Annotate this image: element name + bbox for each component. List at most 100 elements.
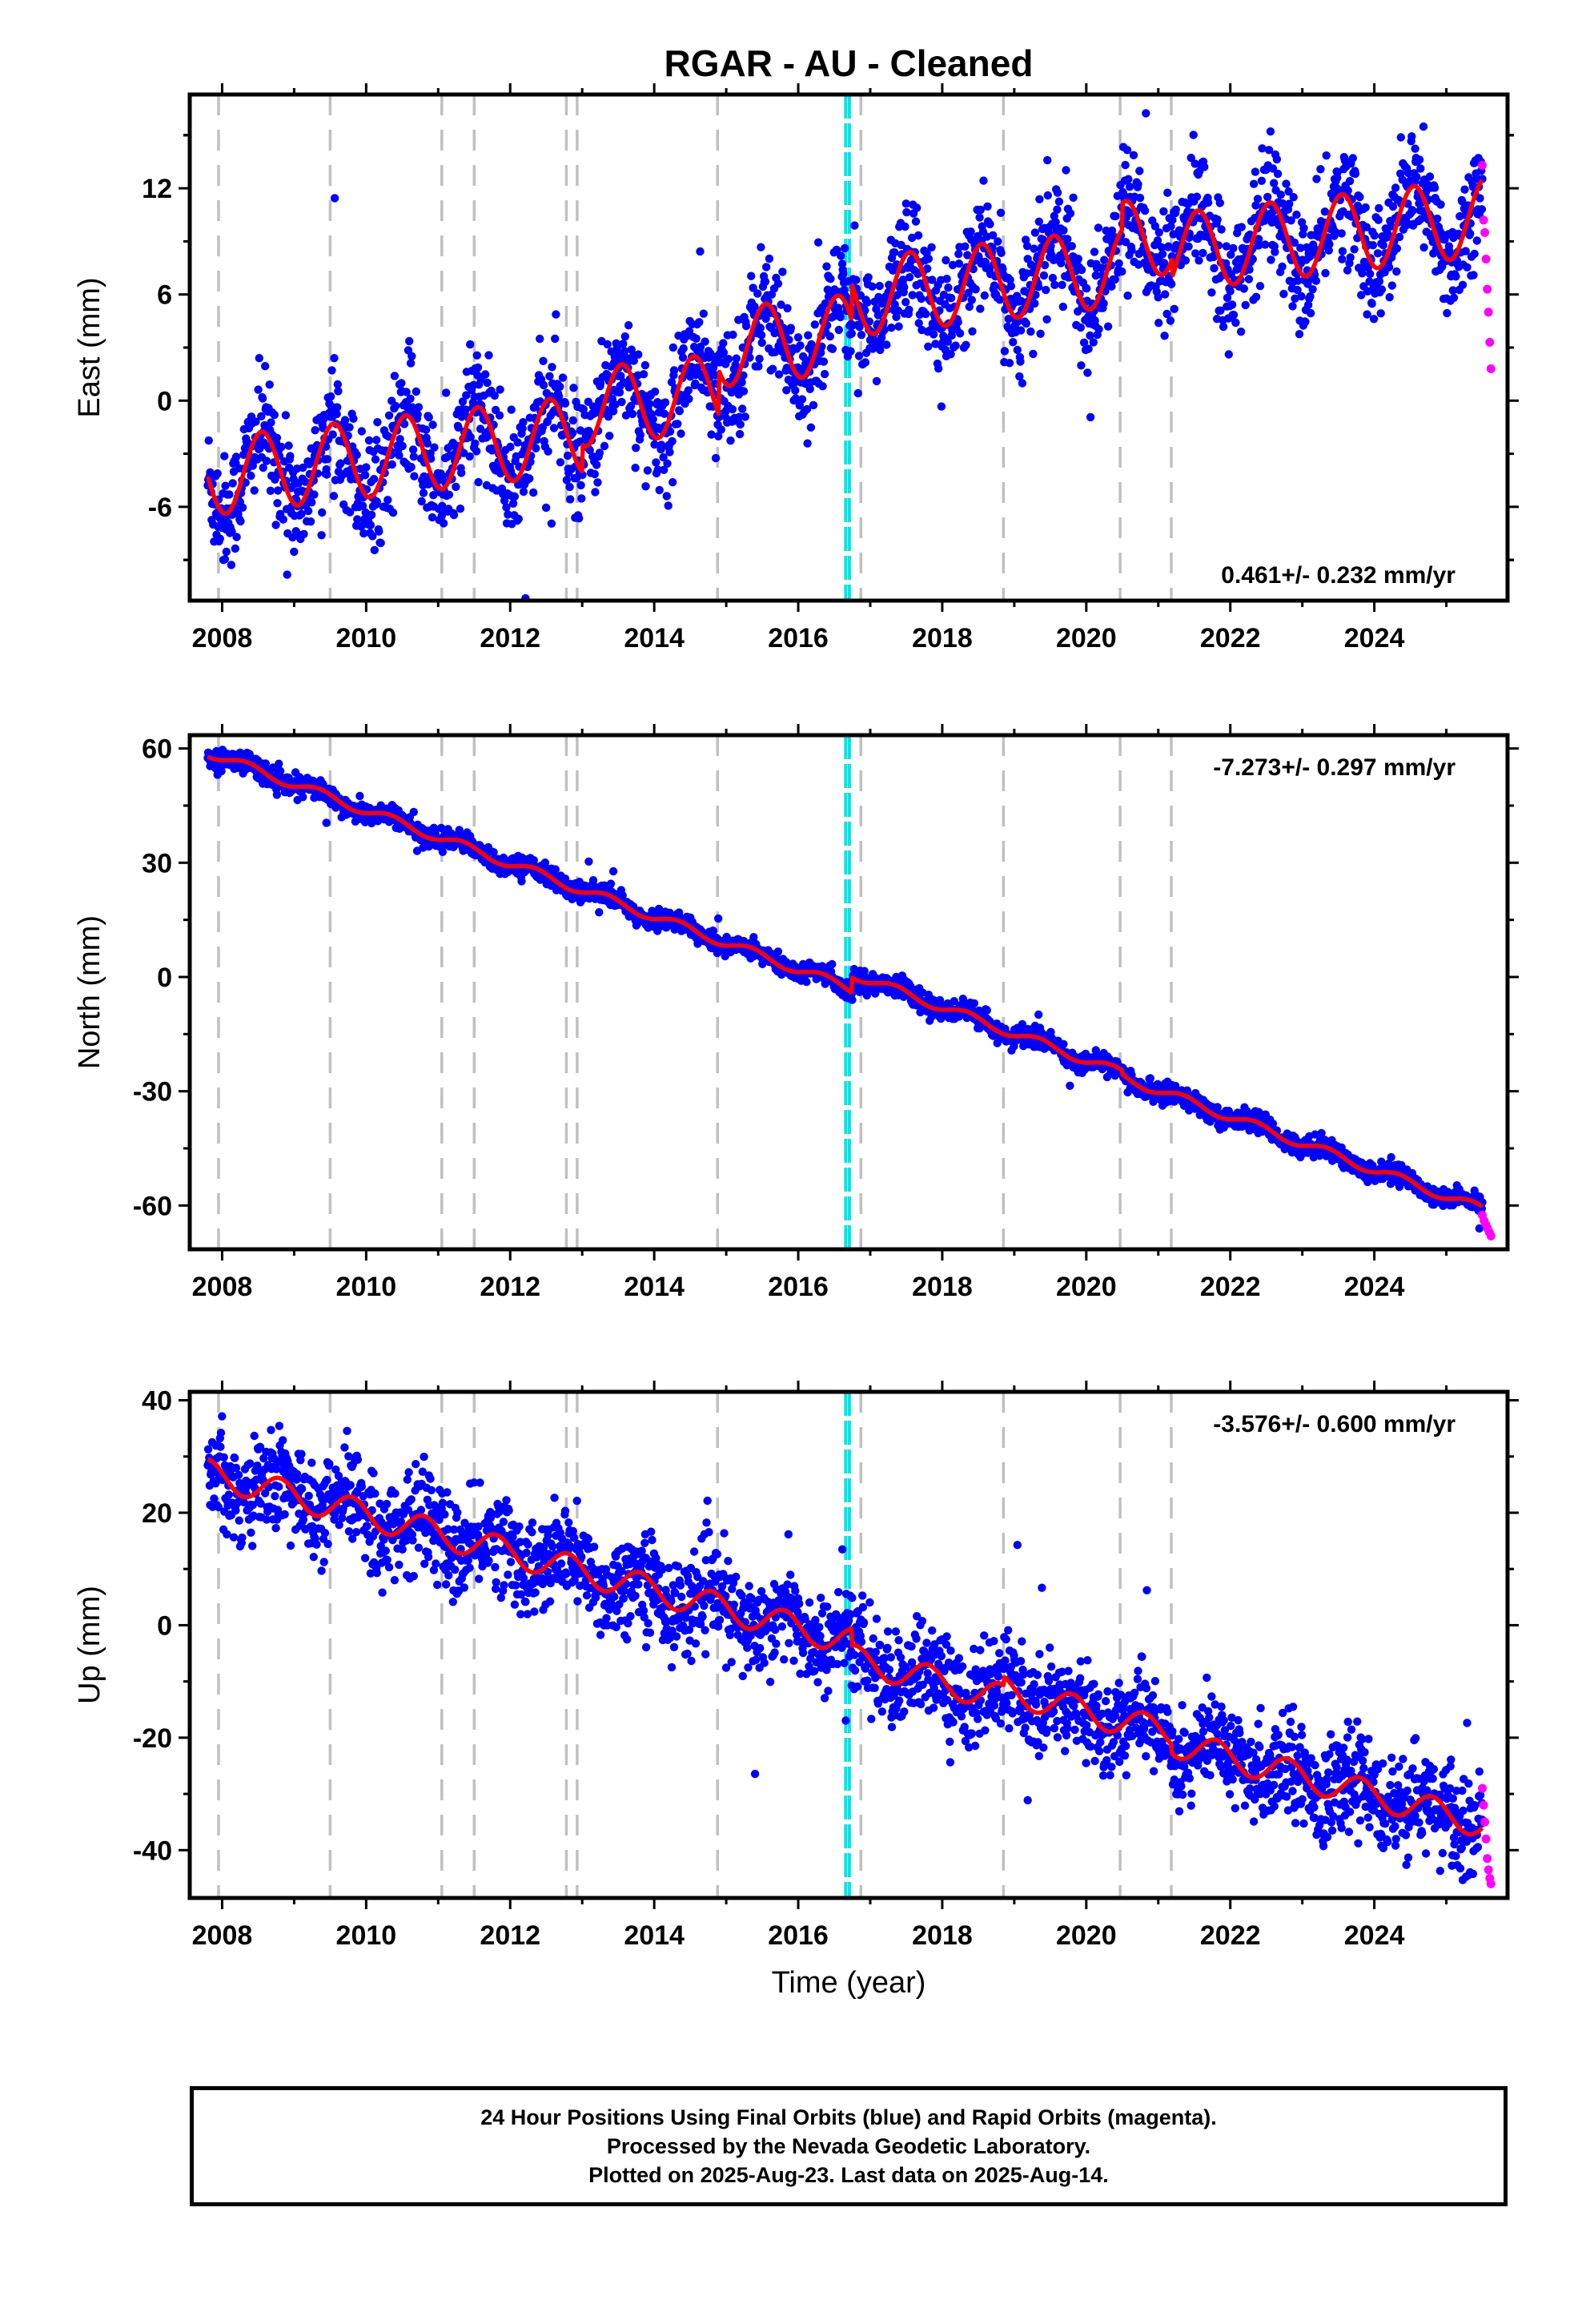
final-orbit-point (270, 410, 279, 420)
final-orbit-point (983, 202, 992, 211)
final-orbit-point (279, 515, 287, 524)
final-orbit-point (1362, 223, 1371, 231)
final-orbit-point (927, 243, 936, 251)
final-orbit-point (545, 372, 554, 380)
final-orbit-point (1253, 195, 1263, 203)
final-orbit-point (929, 330, 938, 339)
final-orbit-point (1292, 210, 1301, 219)
final-orbit-point (247, 471, 255, 480)
final-orbit-point (901, 298, 910, 307)
final-orbit-point (894, 322, 903, 331)
final-orbit-point (1157, 243, 1166, 251)
final-orbit-point (1030, 299, 1039, 308)
final-orbit-point (407, 463, 416, 472)
final-orbit-point (755, 354, 764, 364)
final-orbit-point (225, 490, 234, 499)
final-orbit-point (1346, 253, 1355, 262)
final-orbit-point (504, 510, 512, 519)
final-orbit-point (661, 398, 670, 407)
final-orbit-point (848, 995, 857, 1004)
final-orbit-point (1430, 183, 1439, 192)
final-orbit-point (1161, 290, 1170, 299)
final-orbit-point (383, 496, 392, 505)
x-tick-label: 2008 (192, 623, 253, 653)
final-orbit-point (257, 412, 266, 420)
final-orbit-point (628, 409, 637, 419)
final-orbit-point (1181, 256, 1191, 265)
final-orbit-point (626, 401, 636, 411)
final-orbit-point (1122, 146, 1132, 155)
final-orbit-point (258, 394, 267, 403)
final-orbit-point (1160, 332, 1169, 340)
final-orbit-point (728, 404, 737, 414)
final-orbit-point (1282, 179, 1291, 188)
rate-label: 0.461+/- 0.232 mm/yr (1221, 562, 1456, 589)
final-orbit-point (1297, 292, 1306, 301)
final-orbit-point (1387, 281, 1397, 290)
final-orbit-point (1361, 203, 1370, 212)
final-orbit-point (336, 459, 345, 468)
final-orbit-point (376, 538, 385, 548)
final-orbit-point (427, 454, 436, 463)
final-orbit-point (1407, 132, 1416, 141)
final-orbit-point (410, 472, 419, 480)
final-orbit-point (560, 875, 570, 883)
final-orbit-point (777, 300, 785, 309)
final-orbit-point (809, 400, 818, 410)
final-orbit-point (1213, 215, 1222, 224)
final-orbit-point (1086, 412, 1095, 422)
final-orbit-point (692, 334, 701, 343)
final-orbit-point (847, 329, 857, 338)
final-orbit-point (711, 453, 721, 463)
final-orbit-point (1311, 276, 1321, 285)
final-orbit-point (554, 392, 564, 401)
final-orbit-point (783, 304, 792, 313)
final-orbit-point (227, 527, 236, 536)
final-orbit-point (595, 908, 604, 917)
final-orbit-point (965, 302, 974, 312)
final-orbit-point (652, 458, 661, 467)
final-orbit-point (753, 289, 762, 298)
final-orbit-point (747, 271, 756, 280)
final-orbit-point (428, 513, 437, 522)
final-orbit-point (668, 436, 677, 446)
final-orbit-point (1287, 216, 1295, 225)
final-orbit-point (472, 447, 481, 456)
final-orbit-point (738, 404, 747, 413)
final-orbit-point (466, 432, 475, 441)
final-orbit-point (1384, 263, 1394, 271)
final-orbit-point (318, 508, 327, 517)
final-orbit-point (1094, 324, 1103, 334)
final-orbit-point (1251, 292, 1261, 301)
final-orbit-point (693, 363, 702, 372)
final-orbit-point (1350, 245, 1359, 254)
final-orbit-point (1472, 236, 1482, 245)
final-orbit-point (353, 515, 362, 524)
final-orbit-point (1351, 169, 1360, 179)
final-orbit-point (1241, 300, 1250, 310)
final-orbit-point (679, 344, 688, 353)
final-orbit-point (954, 318, 962, 327)
final-orbit-point (1051, 218, 1060, 227)
final-orbit-point (560, 399, 570, 408)
final-orbit-point (532, 444, 540, 452)
final-orbit-point (1416, 164, 1425, 173)
x-tick-label: 2018 (912, 623, 973, 653)
final-orbit-point (1103, 322, 1113, 331)
final-orbit-point (1154, 319, 1163, 328)
final-orbit-point (368, 532, 377, 541)
final-orbit-point (466, 340, 475, 349)
final-orbit-point (1267, 255, 1275, 264)
final-orbit-point (1248, 255, 1258, 263)
final-orbit-point (914, 319, 923, 328)
final-orbit-point (1122, 238, 1130, 247)
final-orbit-point (490, 391, 499, 400)
final-orbit-point (373, 418, 382, 427)
final-orbit-point (517, 877, 526, 886)
final-orbit-point (660, 409, 669, 418)
final-orbit-point (355, 791, 364, 801)
final-orbit-point (1419, 243, 1428, 252)
final-orbit-point (436, 823, 446, 833)
final-orbit-point (323, 455, 332, 464)
final-orbit-point (793, 333, 803, 342)
